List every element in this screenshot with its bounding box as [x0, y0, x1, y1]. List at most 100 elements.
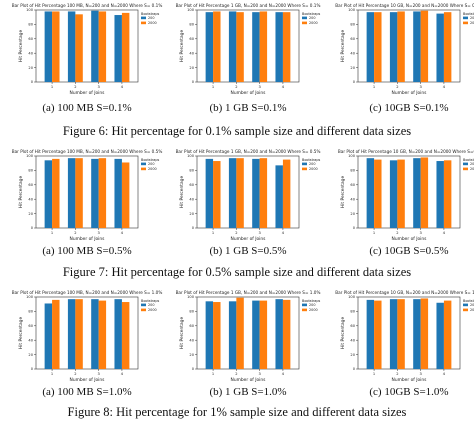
y-tick-label: 60 — [28, 37, 33, 41]
plot-frame — [357, 9, 461, 83]
y-tick-label: 40 — [189, 197, 194, 201]
bar — [436, 161, 444, 228]
bar — [275, 165, 283, 228]
bar — [236, 12, 244, 82]
x-tick-label: 4 — [443, 231, 446, 235]
bar — [374, 12, 382, 82]
bar — [205, 301, 214, 369]
bar — [366, 158, 375, 228]
bar — [436, 13, 444, 83]
legend-label: 200 — [309, 16, 315, 20]
bar — [413, 158, 421, 228]
bar — [75, 299, 83, 369]
legend-title: Bootstraps — [463, 158, 474, 162]
plot-frame — [35, 9, 139, 83]
bar — [282, 299, 291, 369]
legend-title: Bootstraps — [141, 158, 160, 162]
x-tick-label: 2 — [235, 372, 237, 376]
y-tick-label: 100 — [187, 295, 195, 299]
y-tick-label: 40 — [28, 338, 33, 342]
plot-frame — [196, 9, 300, 83]
legend-label: 2000 — [148, 21, 157, 25]
bar-chart-panel: Bar Plot of Hit Percentage 10 GB, N=200 … — [335, 3, 474, 114]
figure-8-caption: Figure 8: Hit percentage for 1% sample s… — [68, 405, 407, 419]
bar — [213, 11, 221, 82]
legend-label: 2000 — [148, 167, 157, 171]
y-tick-label: 80 — [28, 169, 33, 173]
y-tick-label: 60 — [189, 37, 194, 41]
bar — [282, 159, 291, 228]
bar — [366, 12, 375, 82]
y-axis-label: Hit Percentage — [179, 30, 185, 63]
x-tick-label: 4 — [443, 85, 446, 89]
bar — [397, 299, 405, 369]
bar — [252, 12, 260, 82]
legend-title: Bootstraps — [141, 299, 160, 303]
bar — [420, 10, 429, 82]
bar — [397, 11, 405, 82]
y-tick-label: 80 — [28, 310, 33, 314]
subfigure-caption: (c) 10GB S=1.0% — [369, 386, 448, 398]
legend-label: 2000 — [470, 21, 474, 25]
x-tick-label: 4 — [121, 85, 124, 89]
y-tick-label: 100 — [26, 8, 34, 12]
y-tick-label: 0 — [31, 367, 34, 371]
subfigure-caption: (b) 1 GB S=0.1% — [209, 102, 286, 114]
legend-swatch — [302, 167, 307, 171]
x-tick-label: 4 — [121, 372, 124, 376]
x-tick-label: 1 — [212, 231, 214, 235]
x-tick-label: 1 — [51, 85, 53, 89]
y-tick-label: 60 — [350, 324, 355, 328]
y-tick-label: 40 — [350, 197, 355, 201]
x-tick-label: 4 — [443, 372, 446, 376]
y-tick-label: 20 — [350, 66, 355, 70]
bar-chart-panel: Bar Plot of Hit Percentage 1 GB, N=200 a… — [176, 3, 321, 114]
y-tick-label: 40 — [350, 51, 355, 55]
plot-frame — [357, 296, 461, 370]
bar-chart-panel: Bar Plot of Hit Percentage 1 GB, N=200 a… — [176, 149, 321, 257]
y-tick-label: 100 — [26, 295, 34, 299]
bar — [366, 299, 375, 369]
legend-label: 200 — [148, 303, 154, 307]
legend-swatch — [141, 162, 146, 166]
chart-title: Bar Plot of Hit Percentage 10 GB, N=200 … — [338, 149, 474, 154]
subfigure-caption: (a) 100 MB S=0.1% — [42, 102, 131, 114]
y-tick-label: 40 — [28, 197, 33, 201]
bar — [67, 11, 76, 82]
bar — [114, 158, 122, 228]
bar — [91, 10, 99, 82]
y-tick-label: 0 — [353, 367, 356, 371]
bar — [52, 11, 60, 82]
legend-swatch — [463, 308, 468, 312]
y-tick-label: 100 — [348, 295, 356, 299]
y-tick-label: 100 — [187, 8, 195, 12]
y-tick-label: 60 — [350, 37, 355, 41]
bar-chart-panel: Bar Plot of Hit Percentage 100 MB, N=200… — [12, 149, 163, 257]
legend-title: Bootstraps — [463, 299, 474, 303]
y-tick-label: 20 — [28, 212, 33, 216]
x-tick-label: 2 — [396, 231, 398, 235]
legend-swatch — [302, 21, 307, 25]
x-axis-label: Number of Joins — [392, 236, 428, 242]
x-tick-label: 2 — [235, 85, 237, 89]
legend-swatch — [463, 167, 468, 171]
bar — [98, 11, 107, 82]
x-tick-label: 1 — [373, 231, 375, 235]
y-tick-label: 20 — [189, 212, 194, 216]
y-tick-label: 0 — [353, 80, 356, 84]
legend-title: Bootstraps — [302, 12, 321, 16]
legend-label: 200 — [309, 162, 315, 166]
bar — [98, 158, 107, 228]
x-tick-label: 2 — [396, 372, 398, 376]
legend-title: Bootstraps — [463, 12, 474, 16]
x-tick-label: 3 — [258, 85, 260, 89]
y-tick-label: 40 — [189, 51, 194, 55]
y-tick-label: 20 — [189, 66, 194, 70]
bar — [420, 157, 429, 228]
legend-swatch — [463, 162, 468, 166]
